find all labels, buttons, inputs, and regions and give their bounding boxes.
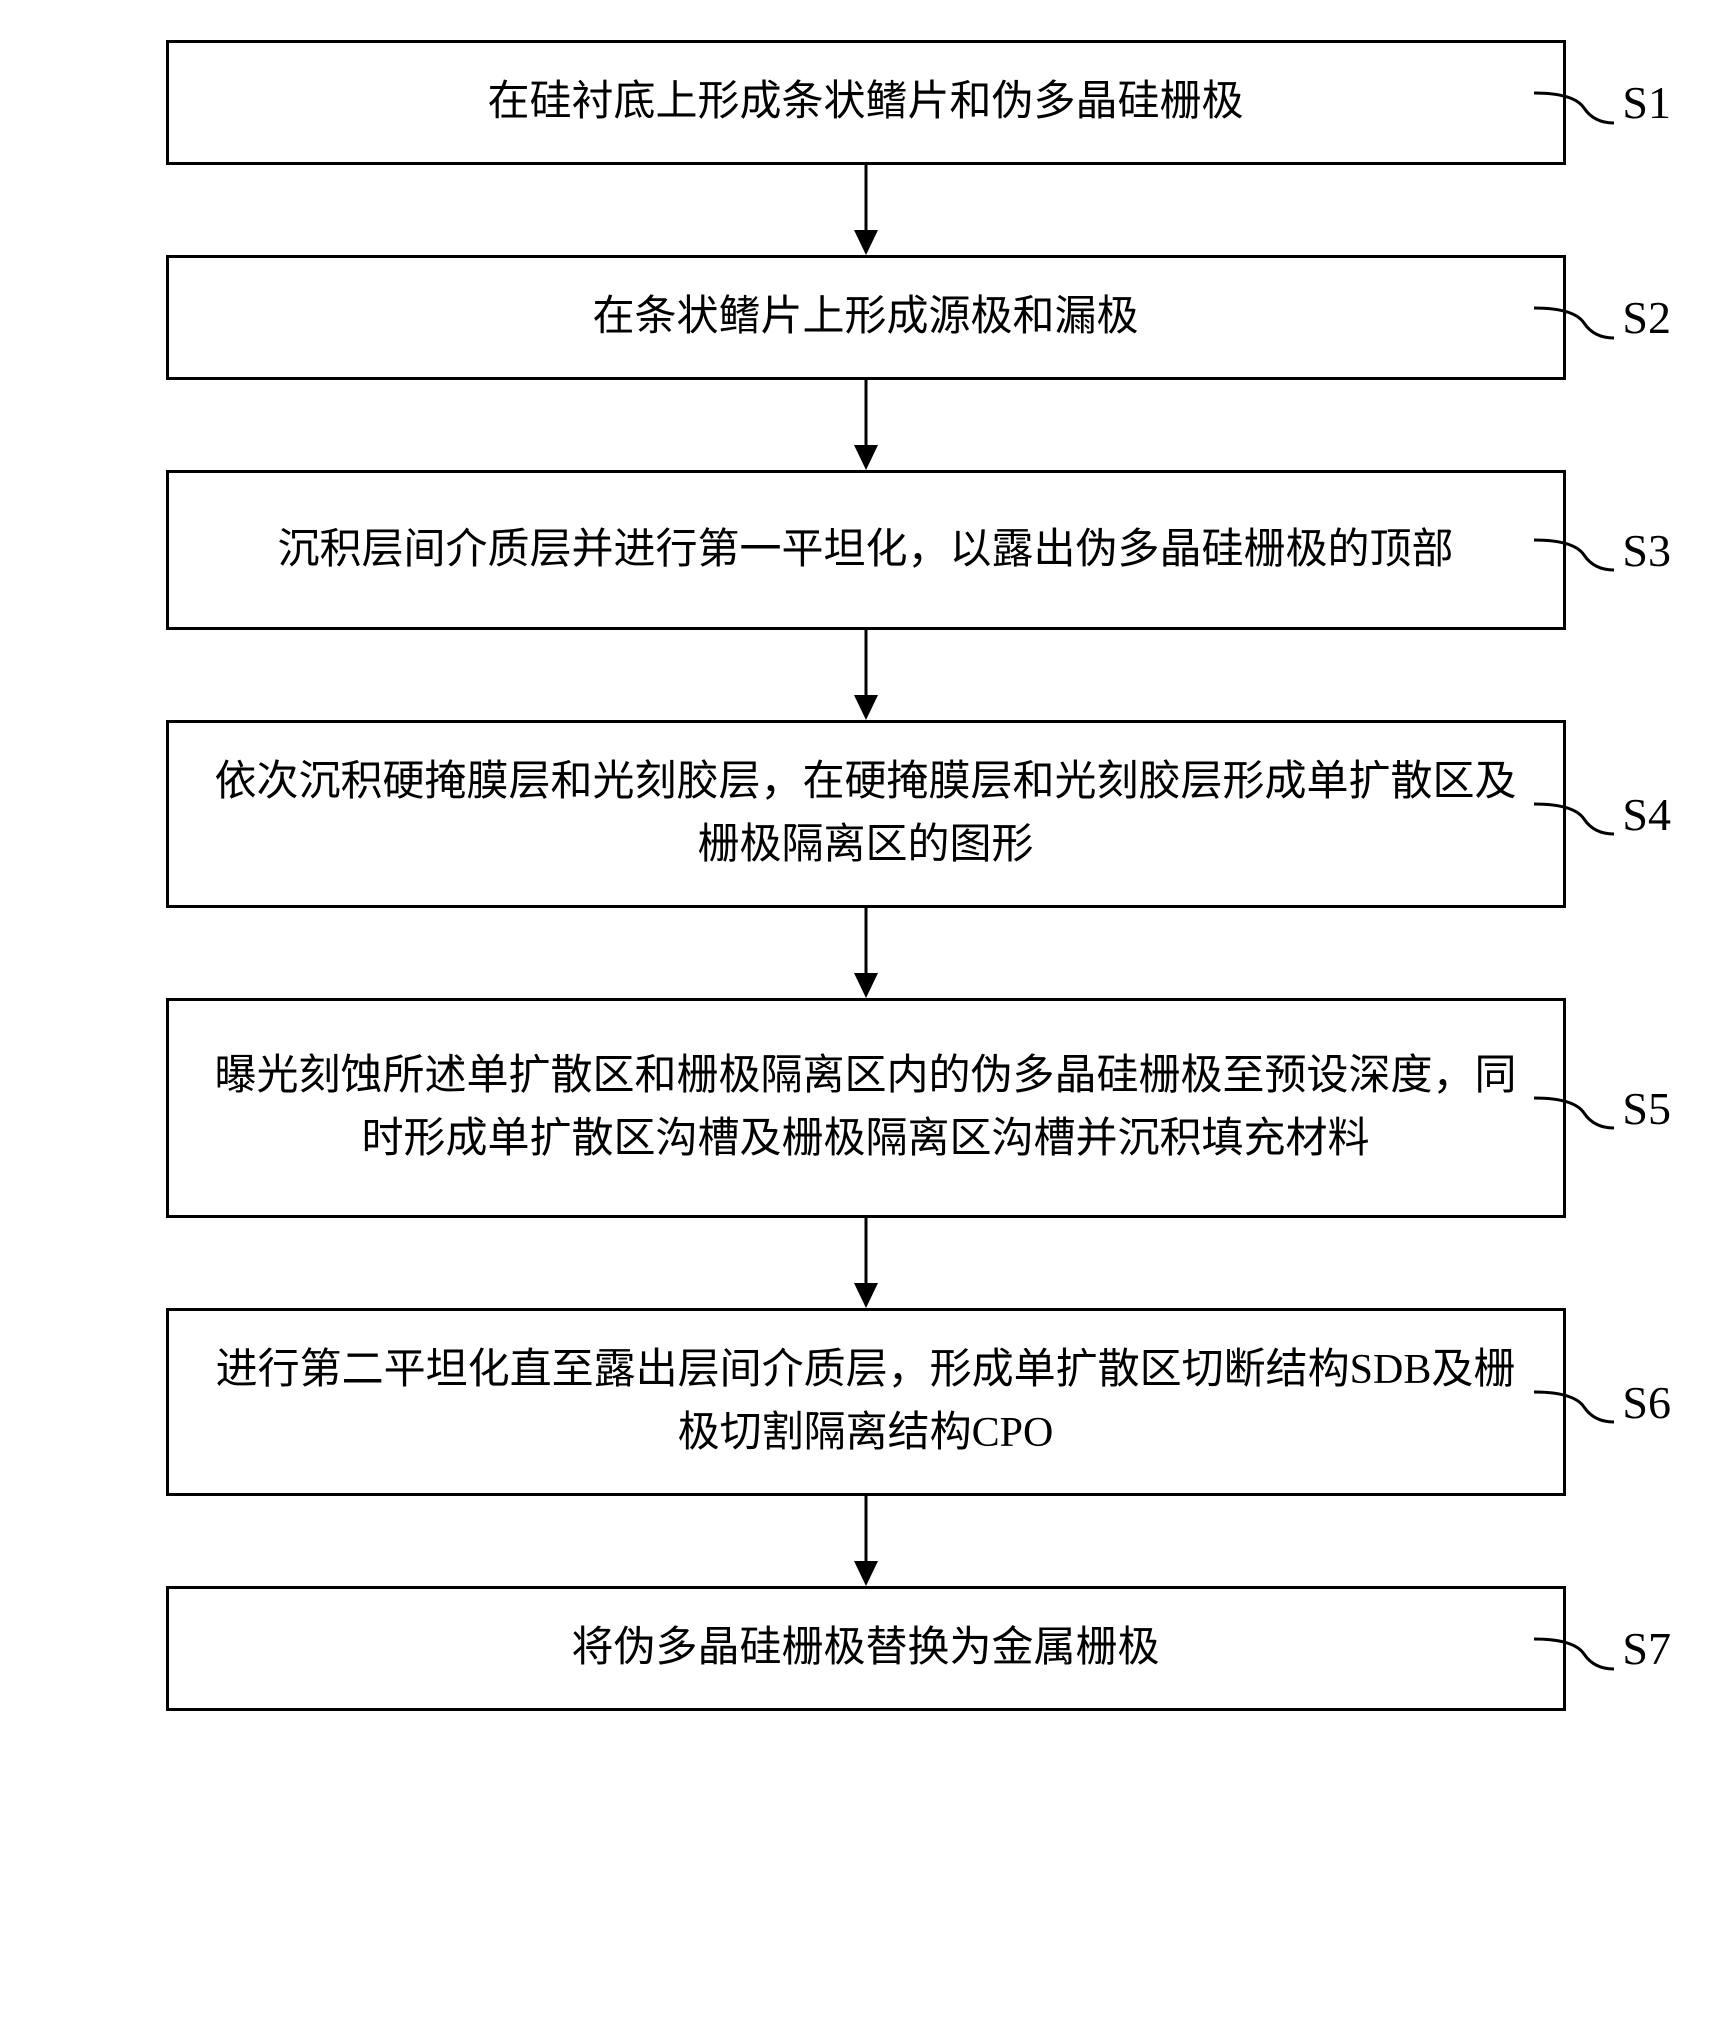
arrow-down-icon [846, 630, 886, 720]
label-curve-icon [1534, 73, 1614, 133]
arrow-container [30, 380, 1701, 470]
step-box-s7: 将伪多晶硅栅极替换为金属栅极 [166, 1586, 1566, 1711]
step-box-s1: 在硅衬底上形成条状鳍片和伪多晶硅栅极 [166, 40, 1566, 165]
arrow-container [30, 908, 1701, 998]
label-curve-icon [1534, 520, 1614, 580]
step-row: 依次沉积硬掩膜层和光刻胶层，在硬掩膜层和光刻胶层形成单扩散区及栅极隔离区的图形 … [30, 720, 1701, 908]
step-text: 进行第二平坦化直至露出层间介质层，形成单扩散区切断结构SDB及栅极切割隔离结构C… [209, 1339, 1523, 1465]
label-curve-icon [1534, 1078, 1614, 1138]
arrow-down-icon [846, 165, 886, 255]
step-label-s2: S2 [1534, 288, 1671, 348]
step-text: 依次沉积硬掩膜层和光刻胶层，在硬掩膜层和光刻胶层形成单扩散区及栅极隔离区的图形 [209, 751, 1523, 877]
step-label-s6: S6 [1534, 1372, 1671, 1432]
step-box-s4: 依次沉积硬掩膜层和光刻胶层，在硬掩膜层和光刻胶层形成单扩散区及栅极隔离区的图形 [166, 720, 1566, 908]
step-label-s4: S4 [1534, 784, 1671, 844]
step-id: S5 [1622, 1082, 1671, 1135]
label-curve-icon [1534, 1619, 1614, 1679]
step-text: 曝光刻蚀所述单扩散区和栅极隔离区内的伪多晶硅栅极至预设深度，同时形成单扩散区沟槽… [209, 1045, 1523, 1171]
step-box-s6: 进行第二平坦化直至露出层间介质层，形成单扩散区切断结构SDB及栅极切割隔离结构C… [166, 1308, 1566, 1496]
step-text: 在条状鳍片上形成源极和漏极 [592, 286, 1138, 349]
flowchart-container: 在硅衬底上形成条状鳍片和伪多晶硅栅极 S1 在条状鳍片上形成源极和漏极 S2 [30, 40, 1701, 1711]
label-curve-icon [1534, 1372, 1614, 1432]
label-curve-icon [1534, 784, 1614, 844]
step-label-s7: S7 [1534, 1619, 1671, 1679]
arrow-container [30, 165, 1701, 255]
label-curve-icon [1534, 288, 1614, 348]
arrow-container [30, 1218, 1701, 1308]
step-id: S3 [1622, 524, 1671, 577]
arrow-down-icon [846, 1218, 886, 1308]
step-text: 将伪多晶硅栅极替换为金属栅极 [571, 1617, 1159, 1680]
step-row: 在硅衬底上形成条状鳍片和伪多晶硅栅极 S1 [30, 40, 1701, 165]
step-box-s2: 在条状鳍片上形成源极和漏极 [166, 255, 1566, 380]
step-id: S1 [1622, 76, 1671, 129]
arrow-down-icon [846, 380, 886, 470]
arrow-down-icon [846, 908, 886, 998]
step-label-s3: S3 [1534, 520, 1671, 580]
step-text: 沉积层间介质层并进行第一平坦化，以露出伪多晶硅栅极的顶部 [277, 519, 1453, 582]
arrow-container [30, 630, 1701, 720]
step-label-s5: S5 [1534, 1078, 1671, 1138]
step-id: S4 [1622, 788, 1671, 841]
step-row: 进行第二平坦化直至露出层间介质层，形成单扩散区切断结构SDB及栅极切割隔离结构C… [30, 1308, 1701, 1496]
step-id: S2 [1622, 291, 1671, 344]
step-id: S6 [1622, 1376, 1671, 1429]
step-box-s3: 沉积层间介质层并进行第一平坦化，以露出伪多晶硅栅极的顶部 [166, 470, 1566, 630]
step-label-s1: S1 [1534, 73, 1671, 133]
arrow-container [30, 1496, 1701, 1586]
step-row: 曝光刻蚀所述单扩散区和栅极隔离区内的伪多晶硅栅极至预设深度，同时形成单扩散区沟槽… [30, 998, 1701, 1218]
step-box-s5: 曝光刻蚀所述单扩散区和栅极隔离区内的伪多晶硅栅极至预设深度，同时形成单扩散区沟槽… [166, 998, 1566, 1218]
step-text: 在硅衬底上形成条状鳍片和伪多晶硅栅极 [487, 71, 1243, 134]
step-row: 将伪多晶硅栅极替换为金属栅极 S7 [30, 1586, 1701, 1711]
arrow-down-icon [846, 1496, 886, 1586]
step-id: S7 [1622, 1622, 1671, 1675]
step-row: 沉积层间介质层并进行第一平坦化，以露出伪多晶硅栅极的顶部 S3 [30, 470, 1701, 630]
step-row: 在条状鳍片上形成源极和漏极 S2 [30, 255, 1701, 380]
